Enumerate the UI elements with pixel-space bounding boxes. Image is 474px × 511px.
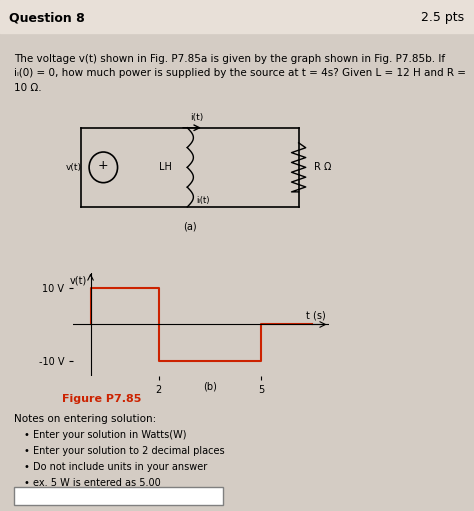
Text: v(t): v(t) (70, 275, 87, 285)
Bar (0, 0, 474, 33)
Text: (b): (b) (203, 381, 217, 391)
Text: • Enter your solution to 2 decimal places: • Enter your solution to 2 decimal place… (24, 446, 224, 456)
Text: Question 8: Question 8 (9, 11, 85, 25)
Text: iₗ(t): iₗ(t) (197, 196, 210, 205)
Text: (a): (a) (183, 221, 196, 231)
Text: +: + (98, 159, 109, 172)
Text: i(t): i(t) (190, 112, 203, 122)
Text: t (s): t (s) (306, 310, 326, 320)
Text: • Do not include units in your answer: • Do not include units in your answer (24, 462, 207, 472)
Text: Figure P7.85: Figure P7.85 (62, 394, 141, 405)
Text: • Enter your solution in Watts(W): • Enter your solution in Watts(W) (24, 430, 186, 440)
Text: 2.5 pts: 2.5 pts (421, 11, 465, 25)
Text: v(t): v(t) (65, 163, 82, 172)
Text: • ex. 5 W is entered as 5.00: • ex. 5 W is entered as 5.00 (24, 478, 161, 488)
Bar (14, 487, 223, 505)
Text: R Ω: R Ω (314, 162, 331, 172)
Text: The voltage v(t) shown in Fig. P7.85a is given by the graph shown in Fig. P7.85b: The voltage v(t) shown in Fig. P7.85a is… (14, 54, 466, 93)
Text: LH: LH (159, 162, 173, 172)
Text: Notes on entering solution:: Notes on entering solution: (14, 414, 156, 424)
